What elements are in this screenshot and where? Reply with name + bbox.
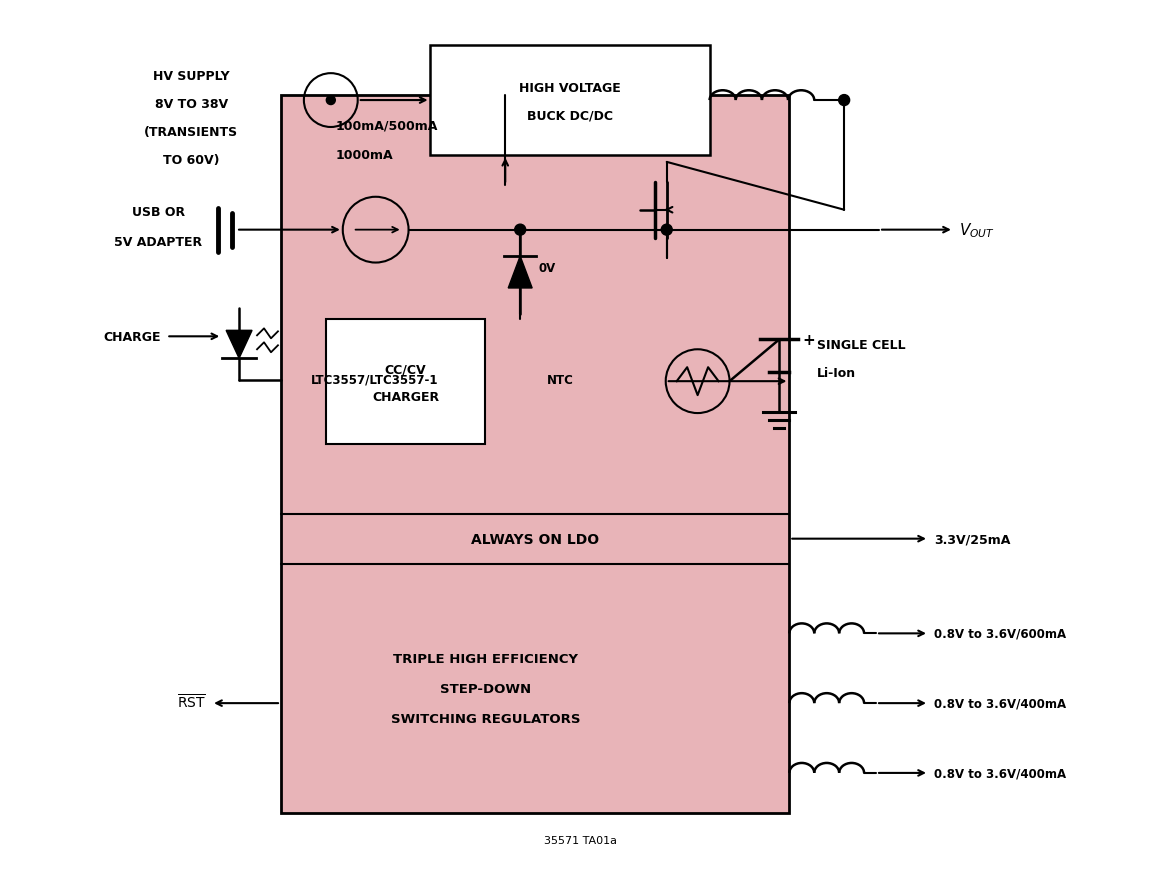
Text: 100mA/500mA: 100mA/500mA: [336, 119, 438, 132]
Circle shape: [515, 225, 525, 235]
FancyBboxPatch shape: [325, 320, 486, 444]
Polygon shape: [227, 331, 252, 359]
Text: 1000mA: 1000mA: [336, 149, 394, 163]
Text: $\overline{\mathrm{RST}}$: $\overline{\mathrm{RST}}$: [178, 693, 206, 711]
FancyBboxPatch shape: [281, 96, 789, 813]
Text: CHARGE: CHARGE: [103, 330, 162, 343]
Text: Li-Ion: Li-Ion: [817, 366, 856, 379]
Text: 5V ADAPTER: 5V ADAPTER: [114, 235, 202, 249]
Text: (TRANSIENTS: (TRANSIENTS: [144, 126, 238, 139]
Text: STEP-DOWN: STEP-DOWN: [439, 682, 531, 695]
FancyBboxPatch shape: [430, 46, 710, 156]
Text: SWITCHING REGULATORS: SWITCHING REGULATORS: [390, 712, 580, 725]
Text: SINGLE CELL: SINGLE CELL: [817, 338, 906, 351]
Circle shape: [661, 225, 672, 235]
Text: TRIPLE HIGH EFFICIENCY: TRIPLE HIGH EFFICIENCY: [393, 652, 578, 665]
Text: $V_{OUT}$: $V_{OUT}$: [959, 221, 995, 240]
Text: 8V TO 38V: 8V TO 38V: [155, 97, 228, 110]
Text: 0.8V to 3.6V/400mA: 0.8V to 3.6V/400mA: [934, 697, 1066, 710]
Circle shape: [839, 96, 849, 106]
Text: HV SUPPLY: HV SUPPLY: [153, 70, 230, 83]
Text: CHARGER: CHARGER: [372, 391, 439, 404]
Text: ALWAYS ON LDO: ALWAYS ON LDO: [471, 532, 600, 546]
Text: LTC3557/LTC3557-1: LTC3557/LTC3557-1: [311, 374, 438, 386]
Text: HIGH VOLTAGE: HIGH VOLTAGE: [519, 82, 621, 95]
Text: 35571 TA01a: 35571 TA01a: [545, 835, 617, 845]
Polygon shape: [508, 256, 532, 289]
Text: 0.8V to 3.6V/400mA: 0.8V to 3.6V/400mA: [934, 766, 1066, 779]
Text: TO 60V): TO 60V): [163, 154, 220, 167]
Text: 3.3V/25mA: 3.3V/25mA: [934, 533, 1010, 546]
Text: 0.8V to 3.6V/600mA: 0.8V to 3.6V/600mA: [934, 627, 1066, 640]
Text: CC/CV: CC/CV: [385, 362, 426, 375]
Text: BUCK DC/DC: BUCK DC/DC: [528, 109, 614, 123]
Circle shape: [327, 96, 336, 105]
Text: 0V: 0V: [538, 262, 555, 275]
Text: +: +: [802, 333, 815, 348]
Text: USB OR: USB OR: [131, 206, 185, 219]
Text: NTC: NTC: [546, 374, 574, 386]
